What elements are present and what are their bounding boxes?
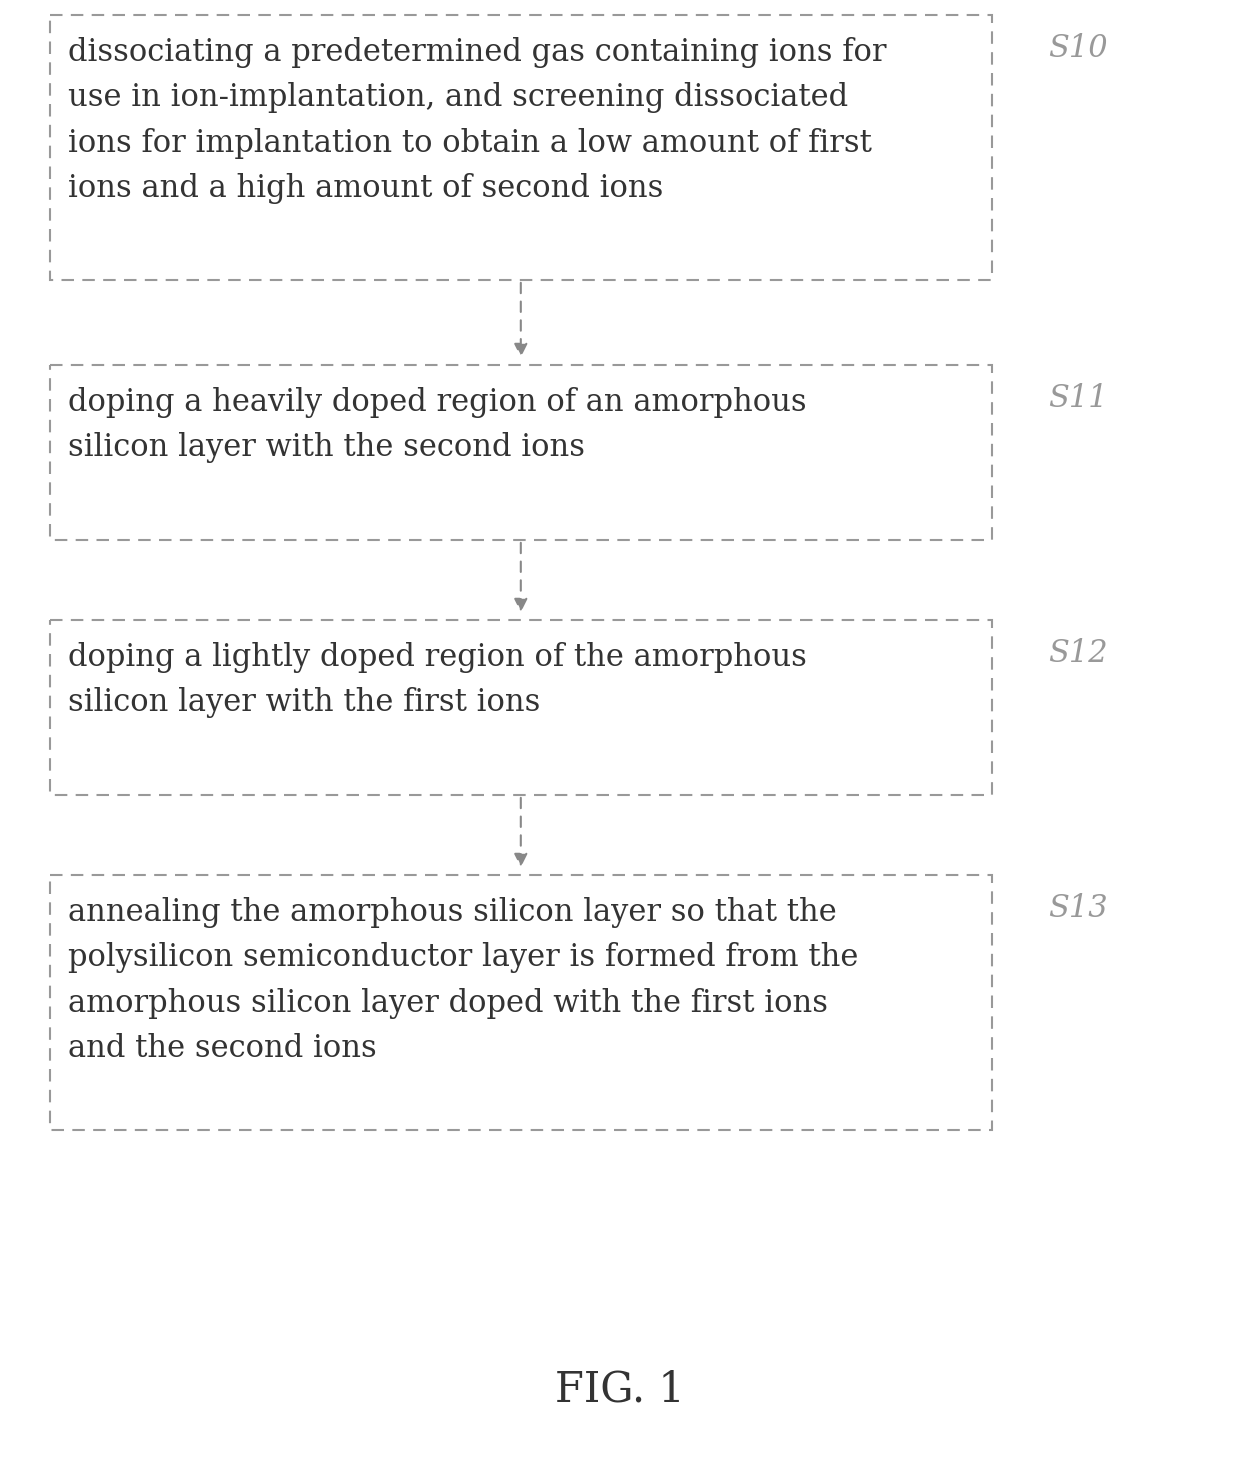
Text: S13: S13	[1048, 893, 1107, 924]
Text: dissociating a predetermined gas containing ions for
use in ion-implantation, an: dissociating a predetermined gas contain…	[68, 37, 887, 204]
Text: annealing the amorphous silicon layer so that the
polysilicon semiconductor laye: annealing the amorphous silicon layer so…	[68, 897, 858, 1065]
Text: S12: S12	[1048, 638, 1107, 669]
FancyBboxPatch shape	[50, 875, 992, 1130]
Text: doping a lightly doped region of the amorphous
silicon layer with the first ions: doping a lightly doped region of the amo…	[68, 641, 806, 718]
Text: S10: S10	[1048, 33, 1107, 64]
FancyBboxPatch shape	[50, 15, 992, 280]
Text: FIG. 1: FIG. 1	[556, 1368, 684, 1411]
Text: S11: S11	[1048, 384, 1107, 415]
FancyBboxPatch shape	[50, 364, 992, 541]
FancyBboxPatch shape	[50, 621, 992, 795]
Text: doping a heavily doped region of an amorphous
silicon layer with the second ions: doping a heavily doped region of an amor…	[68, 387, 806, 464]
